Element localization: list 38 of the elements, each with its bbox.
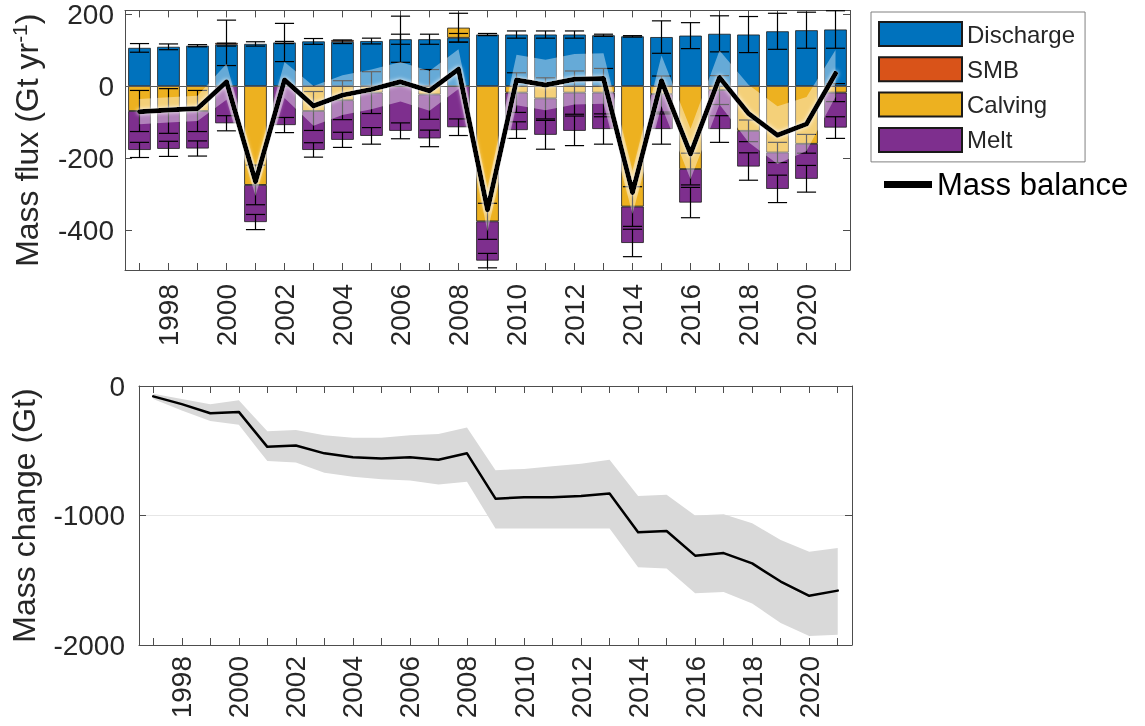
y-tick-label: 200 [67,0,114,30]
y-tick-label: -400 [57,214,114,246]
y-tick-label: -1000 [53,500,125,531]
y-tick-label: 0 [98,70,114,102]
x-tick-label: 2018 [733,284,764,347]
x-tick-label: 2008 [451,656,483,719]
legend-label: Melt [967,126,1013,154]
x-tick-label: 2012 [559,284,590,347]
x-tick-label: 2016 [679,656,711,719]
x-tick-label: 2010 [508,656,540,719]
x-tick-label: 2002 [269,284,300,347]
x-tick-label: 2012 [565,656,597,719]
y-axis-title: Mass change (Gt) [6,388,42,643]
y-axis-title: Mass flux (Gt yr-1) [8,13,45,267]
x-tick-label: 2000 [211,284,242,347]
x-tick-label: 2008 [443,284,474,347]
x-tick-label: 1998 [166,656,198,719]
x-tick-label: 2020 [793,656,825,719]
x-tick-label: 2004 [337,656,369,719]
y-tick-label: -200 [57,142,114,174]
x-tick-label: 2006 [394,656,426,719]
x-tick-label: 2016 [675,284,706,347]
legend-label: Discharge [967,20,1076,48]
legend-label: Mass balance [937,166,1129,202]
x-tick-label: 2014 [622,656,654,719]
x-tick-label: 2000 [223,656,255,719]
x-tick-label: 2010 [501,284,532,347]
legend-label: SMB [967,55,1020,83]
x-tick-label: 2004 [327,284,358,347]
x-tick-label: 1998 [153,284,184,347]
x-tick-label: 2018 [736,656,768,719]
legend-label: Calving [967,91,1048,119]
x-tick-label: 2002 [280,656,312,719]
y-tick-label: -2000 [53,629,125,661]
y-tick-label: 0 [109,370,125,402]
x-tick-label: 2014 [617,284,648,347]
x-tick-label: 2020 [791,284,822,347]
x-tick-label: 2006 [385,284,416,347]
